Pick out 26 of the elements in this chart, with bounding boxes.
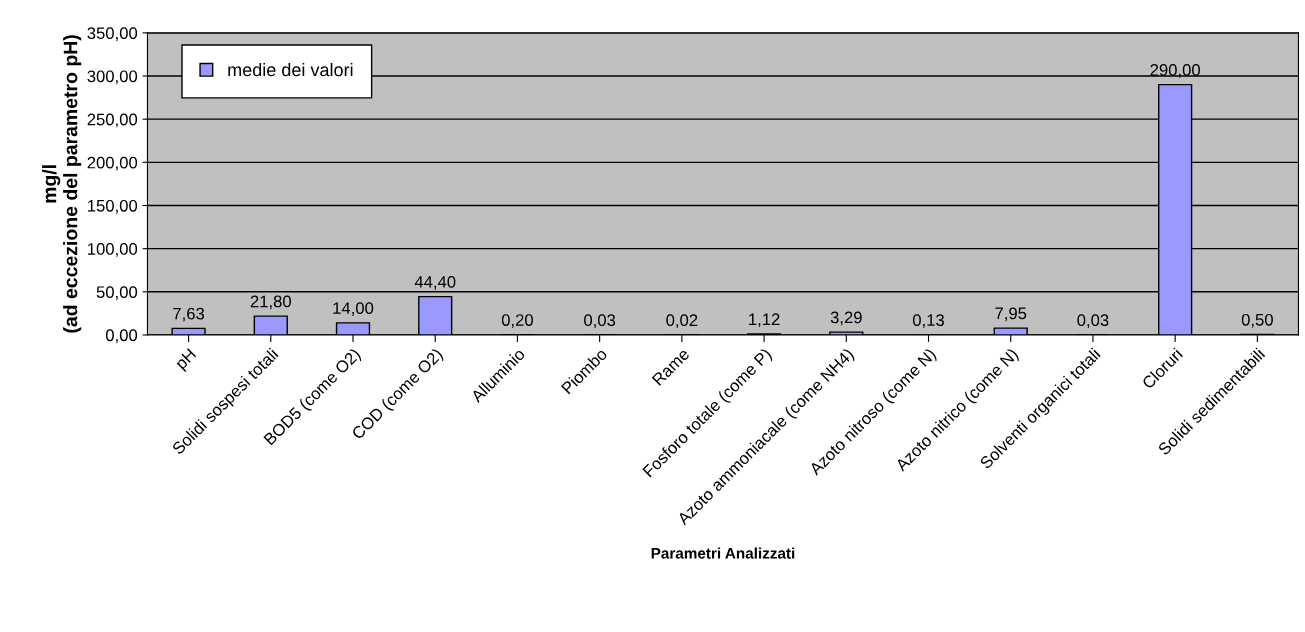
y-tick-label: 350,00 (87, 27, 138, 42)
y-tick-label: 250,00 (87, 113, 138, 128)
data-label: 0,03 (1077, 314, 1109, 329)
x-axis-title: Parametri Analizzati (651, 547, 795, 559)
data-label: 0,02 (666, 314, 698, 329)
data-label: 21,80 (250, 295, 291, 310)
legend-label: medie dei valori (228, 63, 353, 77)
data-label: 1,12 (749, 313, 780, 328)
x-tick-label: pH (174, 348, 199, 373)
data-label: 0,20 (501, 314, 533, 328)
y-axis-title: mg/l (ad eccezione del parametro pH) (42, 35, 82, 333)
y-tick-label: 100,00 (88, 243, 138, 257)
data-label: 44,40 (414, 275, 456, 290)
y-tick-label: 50,00 (96, 286, 138, 300)
y-tick-label: 150,00 (88, 199, 138, 214)
data-label: 290,00 (1150, 64, 1200, 78)
data-label: 0,13 (912, 314, 944, 328)
y-tick-label: 300,00 (87, 70, 138, 85)
data-label: 0,50 (1241, 313, 1273, 328)
data-label: 7,63 (173, 307, 205, 322)
data-label: 0,03 (584, 314, 616, 329)
data-label: 14,00 (333, 302, 374, 316)
data-label: 3,29 (830, 311, 862, 326)
data-label: 7,95 (995, 307, 1027, 322)
y-tick-label: 0,00 (105, 329, 138, 344)
y-tick-label: 200,00 (87, 156, 138, 171)
